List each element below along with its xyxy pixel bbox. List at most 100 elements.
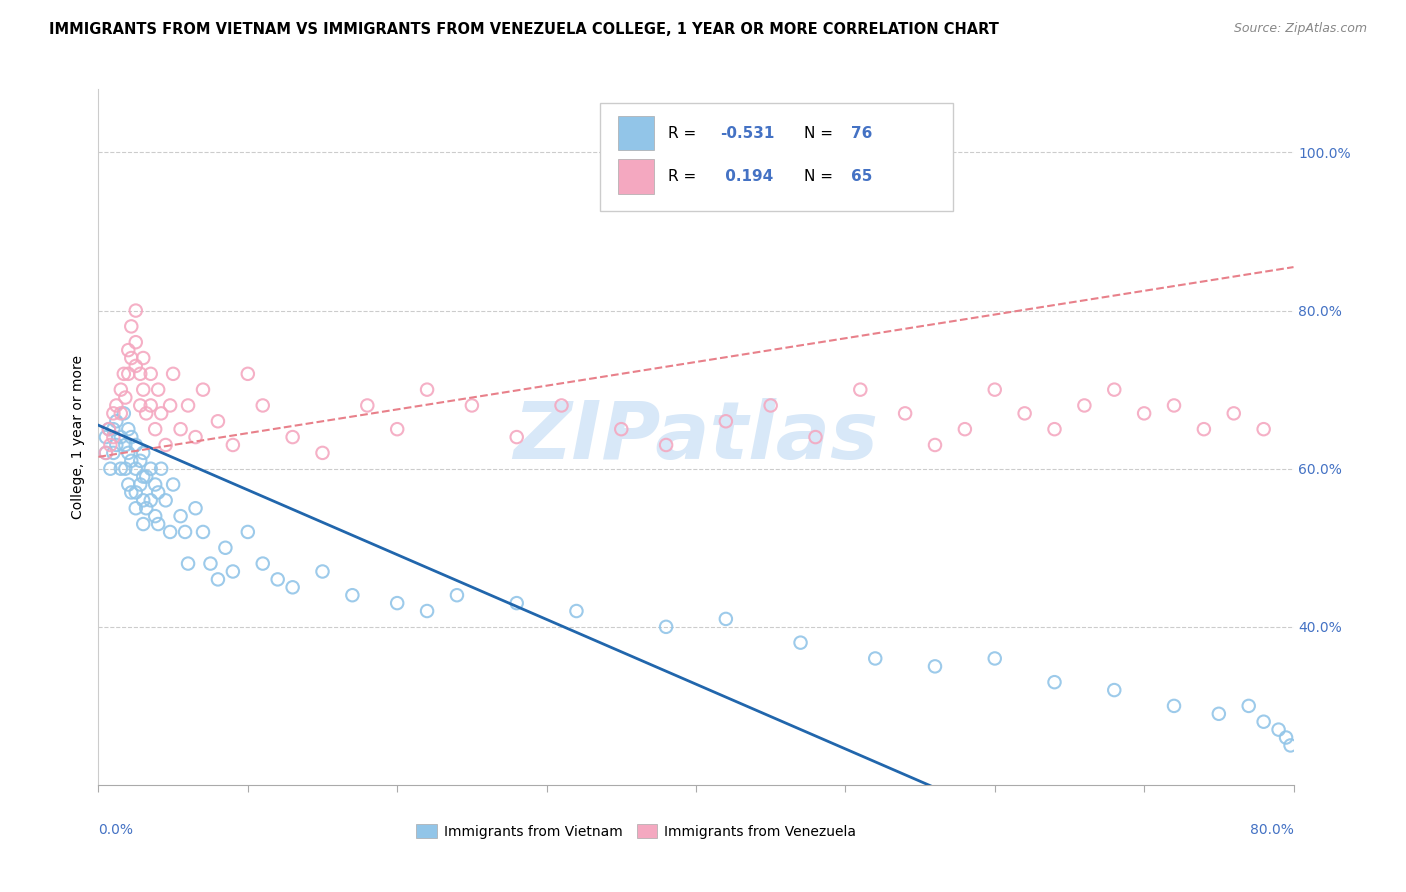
Point: [1279, 739, 1302, 753]
Point: [148, 485, 170, 500]
Point: [139, 493, 162, 508]
Point: [159, 399, 181, 413]
Point: [207, 414, 229, 428]
Point: [252, 399, 274, 413]
Point: [125, 303, 148, 318]
Point: [1192, 422, 1215, 436]
Point: [125, 359, 148, 373]
Point: [174, 524, 197, 539]
Point: [311, 565, 333, 579]
Point: [200, 557, 222, 571]
Point: [112, 367, 135, 381]
Point: [120, 351, 142, 365]
Point: [236, 524, 259, 539]
Point: [129, 477, 152, 491]
Point: [1073, 399, 1095, 413]
Point: [129, 399, 152, 413]
Text: Source: ZipAtlas.com: Source: ZipAtlas.com: [1233, 22, 1367, 36]
Point: [132, 383, 155, 397]
Point: [177, 557, 200, 571]
Point: [159, 524, 181, 539]
Text: 76: 76: [852, 126, 873, 141]
Point: [132, 469, 155, 483]
Point: [120, 485, 142, 500]
Point: [1104, 683, 1126, 698]
Point: [97, 422, 120, 436]
Point: [125, 461, 148, 475]
Point: [117, 477, 139, 491]
Point: [924, 438, 946, 452]
Point: [191, 383, 214, 397]
Point: [94, 446, 117, 460]
Text: 65: 65: [852, 169, 873, 184]
Point: [1163, 399, 1185, 413]
Point: [105, 399, 128, 413]
Legend: Immigrants from Vietnam, Immigrants from Venezuela: Immigrants from Vietnam, Immigrants from…: [411, 818, 862, 844]
Point: [125, 335, 148, 350]
Point: [117, 343, 139, 358]
Point: [789, 635, 811, 649]
Point: [143, 477, 166, 491]
Text: R =: R =: [668, 169, 702, 184]
Point: [150, 406, 173, 420]
Point: [984, 651, 1007, 665]
Point: [150, 461, 173, 475]
Point: [129, 367, 152, 381]
Point: [1104, 383, 1126, 397]
Point: [610, 422, 633, 436]
Point: [984, 383, 1007, 397]
Point: [169, 509, 191, 524]
Point: [281, 430, 304, 444]
Point: [155, 438, 177, 452]
Point: [385, 422, 409, 436]
Point: [148, 383, 170, 397]
Point: [1014, 406, 1036, 420]
Point: [655, 438, 678, 452]
Point: [120, 454, 142, 468]
Point: [1237, 698, 1260, 713]
Point: [125, 438, 148, 452]
Point: [177, 399, 200, 413]
Point: [1208, 706, 1230, 721]
Point: [114, 438, 136, 452]
Point: [191, 524, 214, 539]
Point: [103, 430, 125, 444]
Point: [1223, 406, 1246, 420]
Text: -0.531: -0.531: [720, 126, 775, 141]
Point: [117, 422, 139, 436]
Point: [94, 430, 117, 444]
Point: [103, 446, 125, 460]
Point: [143, 422, 166, 436]
Point: [135, 469, 157, 483]
Point: [565, 604, 588, 618]
Point: [114, 391, 136, 405]
Point: [169, 422, 191, 436]
Point: [385, 596, 409, 610]
Point: [132, 517, 155, 532]
Point: [184, 501, 207, 516]
Point: [139, 367, 162, 381]
Point: [135, 501, 157, 516]
Point: [103, 406, 125, 420]
Point: [184, 430, 207, 444]
Point: [162, 367, 184, 381]
Point: [139, 461, 162, 475]
Point: [894, 406, 917, 420]
Point: [120, 319, 142, 334]
Point: [105, 438, 128, 452]
Point: [1253, 422, 1275, 436]
Text: 80.0%: 80.0%: [1250, 822, 1294, 837]
Text: ZIPatlas: ZIPatlas: [513, 398, 879, 476]
Point: [1043, 675, 1066, 690]
Point: [105, 414, 128, 428]
Point: [1043, 422, 1066, 436]
Point: [117, 446, 139, 460]
Point: [1163, 698, 1185, 713]
Text: N =: N =: [804, 169, 838, 184]
Point: [114, 461, 136, 475]
Point: [550, 399, 572, 413]
Point: [125, 501, 148, 516]
Point: [655, 620, 678, 634]
Point: [103, 422, 125, 436]
Point: [356, 399, 378, 413]
